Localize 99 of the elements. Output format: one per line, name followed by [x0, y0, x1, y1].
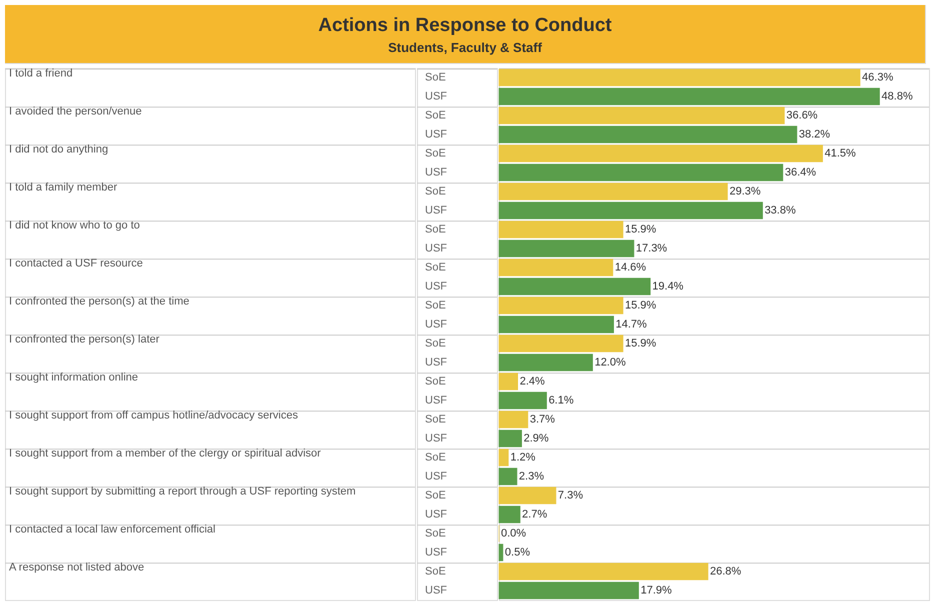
data-label: 17.9%: [640, 584, 672, 596]
text: USF: [425, 318, 447, 330]
data-label: 7.3%: [558, 490, 584, 502]
data-label: 38.2%: [798, 128, 830, 140]
bar: [498, 506, 520, 524]
bar: [498, 278, 651, 296]
bar: [498, 182, 728, 200]
data-label: 14.6%: [614, 262, 646, 274]
bar: [498, 68, 860, 86]
data-label: 33.8%: [764, 204, 796, 216]
data-label: 19.4%: [652, 280, 684, 292]
text: SoE: [425, 338, 446, 350]
text: USF: [425, 432, 447, 444]
text: SoE: [425, 72, 446, 84]
text: SoE: [425, 376, 446, 388]
data-label: 0.0%: [501, 528, 526, 540]
data-label: 46.3%: [862, 72, 894, 84]
data-label: 2.3%: [518, 470, 544, 482]
text: USF: [425, 470, 447, 482]
data-label: 6.1%: [548, 394, 574, 406]
y-tick-label: I sought information online: [9, 372, 138, 384]
y-tick-label: I confronted the person(s) later: [9, 334, 160, 346]
text: USF: [425, 508, 447, 520]
bar: [498, 88, 880, 106]
text: USF: [425, 90, 448, 102]
bar: [498, 392, 547, 410]
bar: [498, 544, 504, 562]
bar: [498, 562, 708, 580]
text: SoE: [425, 262, 446, 274]
data-label: 2.7%: [522, 508, 548, 520]
data-label: 36.6%: [786, 110, 818, 122]
bar: [498, 240, 634, 258]
text: SoE: [425, 528, 446, 540]
data-label: 26.8%: [710, 566, 742, 578]
data-label: 17.3%: [636, 242, 668, 254]
bar: [498, 202, 763, 220]
data-label: 41.5%: [824, 148, 856, 160]
text: SoE: [425, 452, 446, 464]
text: USF: [425, 128, 447, 140]
bar: [498, 468, 518, 486]
y-tick-label: I told a friend: [9, 68, 73, 80]
y-tick-label: I contacted a local law enforcement official: [9, 524, 216, 536]
text: SoE: [425, 186, 446, 198]
data-label: 1.2%: [510, 452, 536, 464]
data-label: 0.5%: [504, 546, 530, 558]
bar: [498, 106, 785, 124]
text: USF: [425, 584, 447, 596]
bar: [498, 296, 624, 314]
text: USF: [425, 242, 447, 254]
text: SoE: [425, 110, 446, 122]
data-label: 29.3%: [729, 186, 761, 198]
text: USF: [425, 356, 447, 368]
bar: [498, 372, 518, 390]
bar: [498, 144, 823, 162]
text: USF: [425, 394, 447, 406]
bar: [498, 258, 614, 276]
data-label: 2.4%: [520, 376, 546, 388]
data-label: 15.9%: [624, 224, 656, 236]
text: USF: [425, 166, 447, 178]
text: USF: [425, 204, 447, 216]
data-label: 15.9%: [624, 338, 656, 350]
data-label: 14.7%: [616, 318, 648, 330]
bar: [498, 316, 614, 334]
y-tick-label: I avoided the person/venue: [9, 106, 142, 118]
bar: [498, 164, 784, 182]
bar: [498, 448, 509, 466]
chart-title: Actions in Response to Conduct: [318, 15, 612, 36]
data-label: 48.8%: [882, 90, 913, 102]
y-tick-label: I confronted the person(s) at the time: [9, 296, 190, 308]
y-tick-label: I told a family member: [9, 182, 118, 194]
data-label: 12.0%: [594, 356, 626, 368]
text: SoE: [425, 300, 446, 312]
y-tick-label: A response not listed above: [9, 562, 144, 574]
text: SoE: [425, 224, 446, 236]
bar: [498, 410, 528, 428]
chart-subtitle: Students, Faculty & Staff: [388, 40, 543, 55]
bar: [498, 220, 624, 238]
text: SoE: [425, 148, 446, 160]
bar: [498, 334, 624, 352]
y-tick-label: I contacted a USF resource: [9, 258, 143, 270]
data-label: 2.9%: [524, 432, 549, 444]
bar: [498, 582, 639, 600]
data-label: 3.7%: [530, 414, 556, 426]
y-tick-label: I sought support by submitting a report through a USF reporting system: [9, 486, 356, 498]
text: USF: [425, 280, 447, 292]
text: SoE: [425, 490, 446, 502]
text: SoE: [425, 566, 446, 578]
bar: [498, 430, 522, 448]
bar: [498, 354, 593, 372]
data-label: 15.9%: [624, 300, 656, 312]
y-tick-label: I sought support from a member of the clergy or spiritual advisor: [9, 448, 322, 460]
bar: [498, 486, 556, 504]
y-tick-label: I did not know who to go to: [9, 220, 140, 232]
text: USF: [425, 546, 447, 558]
text: SoE: [425, 414, 446, 426]
y-tick-label: I sought support from off campus hotline/advocacy services: [9, 410, 298, 422]
y-tick-label: I did not do anything: [9, 144, 108, 156]
bar: [498, 126, 798, 144]
data-label: 36.4%: [784, 166, 816, 178]
